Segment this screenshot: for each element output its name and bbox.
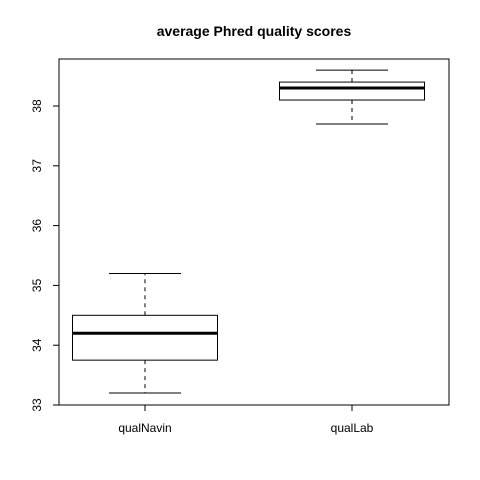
box-qualLab [279,69,425,125]
box-qualNavin [72,272,218,394]
y-tick-label: 36 [30,219,44,233]
x-axis: qualNavin qualLab [118,405,374,435]
iqr-box [72,314,218,361]
x-tick-label: qualLab [331,421,374,435]
iqr-box [279,81,425,101]
y-tick-label: 34 [30,338,44,352]
y-tick-label: 38 [30,99,44,113]
y-tick-label: 35 [30,278,44,292]
y-tick-label: 33 [30,398,44,412]
boxes-group [72,69,425,394]
y-tick-label: 37 [30,159,44,173]
chart-title: average Phred quality scores [157,23,352,39]
y-axis: 33 34 35 36 37 38 [30,99,60,412]
x-tick-label: qualNavin [118,421,171,435]
